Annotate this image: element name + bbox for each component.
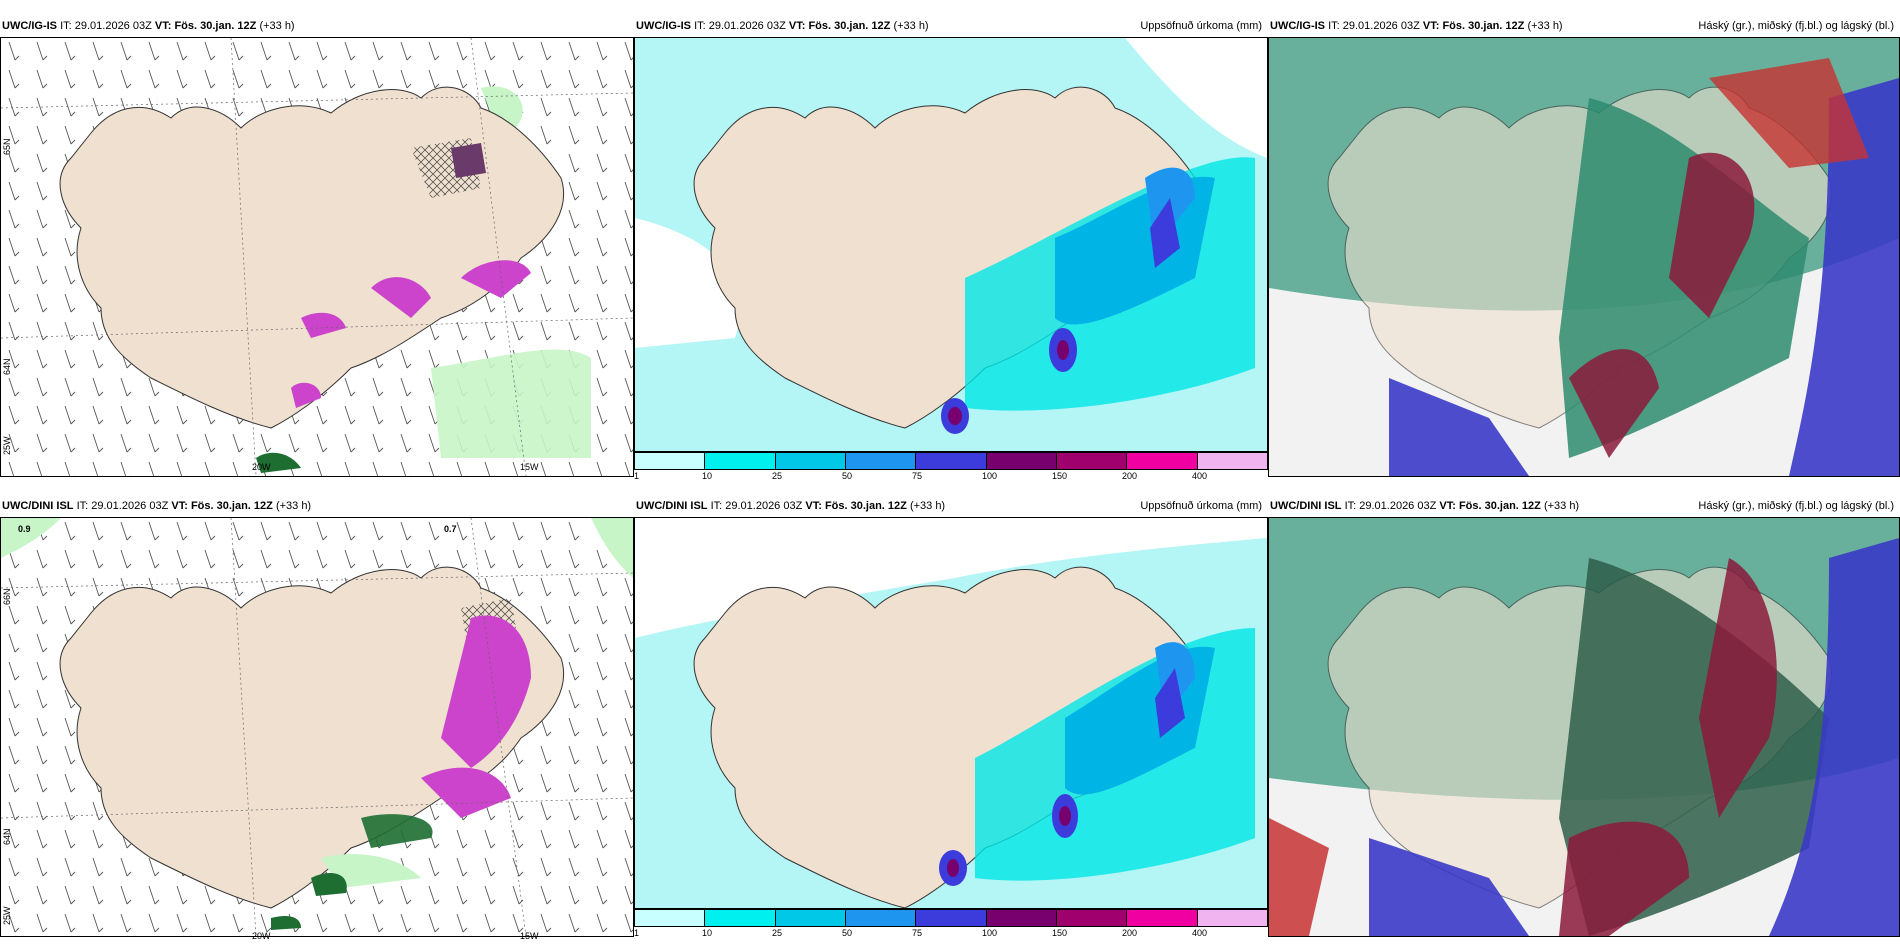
colorbar-seg <box>705 453 776 469</box>
panel-right-title: Háský (gr.), miðský (fj.bl.) og lágský (… <box>1698 20 1894 32</box>
colorbar-tick: 200 <box>1122 471 1138 481</box>
colorbar-tick: 200 <box>1122 928 1138 938</box>
colorbar-seg <box>986 453 1057 469</box>
colorbar-seg <box>1127 910 1198 926</box>
colorbar-tick: 25 <box>772 928 783 938</box>
panel-dini-precip: UWC/DINI ISL IT: 29.01.2026 03Z VT: Fös.… <box>634 495 1268 950</box>
colorbar-seg <box>635 453 706 469</box>
colorbar-tick: 10 <box>702 928 713 938</box>
colorbar-tick: 150 <box>1052 928 1068 938</box>
lon-label: 20W <box>252 462 271 472</box>
colorbar-tick: 400 <box>1192 471 1208 481</box>
lat-label: 64N <box>2 828 12 845</box>
map-wind-snow[interactable] <box>0 517 634 937</box>
colorbar-tick: 100 <box>982 471 998 481</box>
colorbar-seg <box>635 910 706 926</box>
colorbar-tick: 1 <box>634 928 640 938</box>
map-wind-snow[interactable] <box>0 37 634 477</box>
panel-title: UWC/IG-IS IT: 29.01.2026 03Z VT: Fös. 30… <box>2 20 295 32</box>
panel-title: UWC/IG-IS IT: 29.01.2026 03Z VT: Fös. 30… <box>1270 20 1563 32</box>
colorbar-labels: 1 10 25 50 75 100 150 200 400 <box>634 471 1268 483</box>
iceland-land <box>59 566 565 909</box>
colorbar-tick: 75 <box>912 471 923 481</box>
lon-label: 15W <box>520 931 539 941</box>
colorbar-tick: 25 <box>772 471 783 481</box>
lon-label: 15W <box>520 462 539 472</box>
colorbar-seg <box>845 910 917 926</box>
precip-colorbar <box>634 909 1268 927</box>
colorbar-tick: 10 <box>702 471 713 481</box>
colorbar-seg <box>986 910 1057 926</box>
panel-ig-is-wind-snow: UWC/IG-IS IT: 29.01.2026 03Z VT: Fös. 30… <box>0 15 634 477</box>
colorbar-tick: 400 <box>1192 928 1208 938</box>
lat-label: 25W <box>2 436 12 455</box>
colorbar-seg <box>705 910 776 926</box>
colorbar-tick: 75 <box>912 928 923 938</box>
colorbar-seg <box>845 453 917 469</box>
value-label: 0.7 <box>444 524 457 534</box>
colorbar-seg <box>775 453 846 469</box>
map-clouds[interactable] <box>1268 37 1900 477</box>
lat-label: 66N <box>2 588 12 605</box>
colorbar-tick: 1 <box>634 471 640 481</box>
lat-label: 25W <box>2 906 12 925</box>
colorbar-seg <box>1197 910 1267 926</box>
colorbar-labels: 1 10 25 50 75 100 150 200 400 <box>634 928 1268 940</box>
panel-ig-is-precip: UWC/IG-IS IT: 29.01.2026 03Z VT: Fös. 30… <box>634 15 1268 481</box>
map-precip[interactable] <box>634 517 1268 909</box>
colorbar-seg <box>1197 453 1267 469</box>
panel-right-title: Háský (gr.), miðský (fj.bl.) og lágský (… <box>1698 500 1894 512</box>
panel-dini-clouds: UWC/DINI ISL IT: 29.01.2026 03Z VT: Fös.… <box>1268 495 1900 950</box>
map-precip[interactable] <box>634 37 1268 452</box>
panel-title: UWC/DINI ISL IT: 29.01.2026 03Z VT: Fös.… <box>1270 500 1580 512</box>
colorbar-seg <box>1056 910 1128 926</box>
panel-right-title: Uppsöfnuð úrkoma (mm) <box>1140 20 1262 32</box>
colorbar-seg <box>775 910 846 926</box>
colorbar-seg <box>1056 453 1128 469</box>
colorbar-seg <box>916 910 987 926</box>
lat-label: 65N <box>2 138 12 155</box>
panel-title: UWC/DINI ISL IT: 29.01.2026 03Z VT: Fös.… <box>2 500 312 512</box>
panel-dini-wind-snow: UWC/DINI ISL IT: 29.01.2026 03Z VT: Fös.… <box>0 495 634 950</box>
precip-colorbar <box>634 452 1268 470</box>
colorbar-tick: 50 <box>842 471 853 481</box>
value-label: 0.9 <box>18 524 31 534</box>
colorbar-tick: 50 <box>842 928 853 938</box>
panel-ig-is-clouds: UWC/IG-IS IT: 29.01.2026 03Z VT: Fös. 30… <box>1268 15 1900 477</box>
lat-label: 64N <box>2 358 12 375</box>
colorbar-seg <box>1127 453 1198 469</box>
panel-title: UWC/DINI ISL IT: 29.01.2026 03Z VT: Fös.… <box>636 500 946 512</box>
panel-right-title: Uppsöfnuð úrkoma (mm) <box>1140 500 1262 512</box>
map-clouds[interactable] <box>1268 517 1900 937</box>
colorbar-tick: 100 <box>982 928 998 938</box>
lon-label: 20W <box>252 931 271 941</box>
panel-title: UWC/IG-IS IT: 29.01.2026 03Z VT: Fös. 30… <box>636 20 929 32</box>
colorbar-tick: 150 <box>1052 471 1068 481</box>
colorbar-seg <box>916 453 987 469</box>
